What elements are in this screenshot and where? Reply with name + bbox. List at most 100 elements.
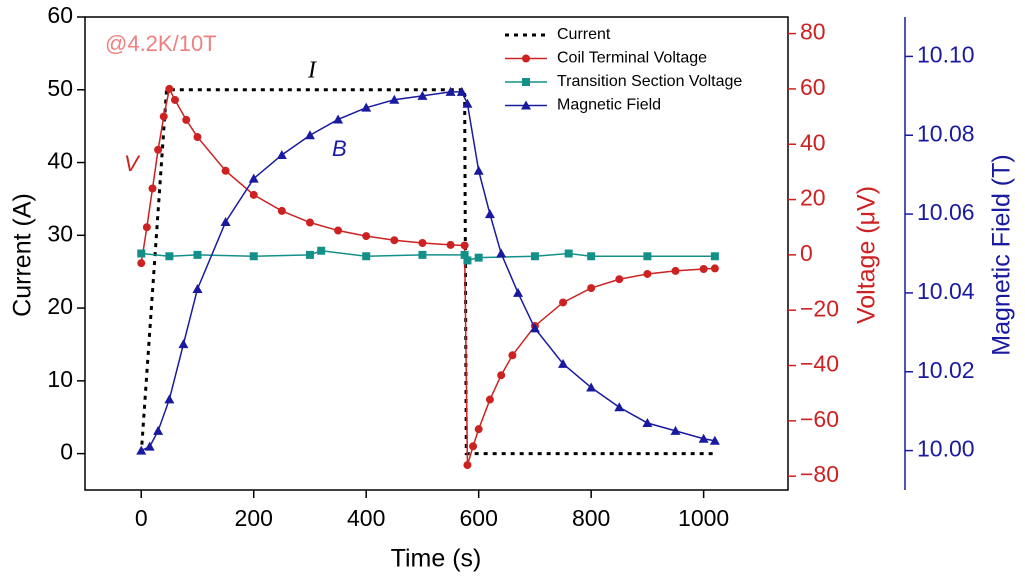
point <box>463 256 472 265</box>
series-line <box>141 249 715 262</box>
y3-tick-label: 10.02 <box>917 357 975 383</box>
point <box>193 250 202 259</box>
x-tick-label: 800 <box>572 505 610 531</box>
y2-tick-label: −40 <box>800 351 839 377</box>
point <box>165 84 174 93</box>
point <box>642 417 653 427</box>
series-line <box>140 91 716 452</box>
annotation: V <box>124 151 141 176</box>
annotation: @4.2K/10T <box>105 31 217 56</box>
point <box>671 266 680 275</box>
point <box>469 442 478 451</box>
y3-tick-label: 10.04 <box>917 278 975 304</box>
point <box>445 86 456 96</box>
point <box>137 249 146 258</box>
point <box>164 394 175 404</box>
y2-tick-label: −60 <box>800 406 839 432</box>
point <box>474 425 483 434</box>
point <box>249 190 258 199</box>
y-axis-title: Current (A) <box>9 193 37 317</box>
point <box>586 382 597 392</box>
y3-axis-title: Magnetic Field (T) <box>988 154 1016 355</box>
point <box>709 435 720 445</box>
point <box>418 250 427 259</box>
y-tick-label: 0 <box>60 439 73 465</box>
x-tick-label: 0 <box>135 505 148 531</box>
point <box>615 275 624 284</box>
legend-marker <box>521 100 531 110</box>
point <box>159 112 168 121</box>
y3-tick-label: 10.10 <box>917 41 975 67</box>
y-tick-label: 20 <box>47 293 73 319</box>
y2-tick-label: 0 <box>800 240 813 266</box>
point <box>334 226 343 235</box>
point <box>699 264 708 273</box>
point <box>142 223 151 232</box>
point <box>220 216 231 226</box>
legend-label: Current <box>557 26 611 43</box>
y-tick-label: 60 <box>47 2 73 28</box>
point <box>710 264 719 273</box>
point <box>276 149 287 159</box>
point <box>389 94 400 104</box>
point <box>277 206 286 215</box>
y-tick-label: 10 <box>47 366 73 392</box>
legend-label: Coil Terminal Voltage <box>557 50 707 67</box>
legend-label: Magnetic Field <box>557 97 661 114</box>
y2-tick-label: 20 <box>800 185 826 211</box>
point <box>462 98 473 108</box>
point <box>137 259 146 268</box>
y-tick-label: 40 <box>47 148 73 174</box>
point <box>643 269 652 278</box>
point <box>559 298 568 307</box>
y-tick-label: 30 <box>47 220 73 246</box>
point <box>513 287 524 297</box>
point <box>587 252 596 261</box>
y3-tick-label: 10.08 <box>917 120 975 146</box>
point <box>508 351 517 360</box>
point <box>484 209 495 219</box>
point <box>305 250 314 259</box>
x-tick-label: 400 <box>347 505 385 531</box>
point <box>587 284 596 293</box>
point <box>485 395 494 404</box>
point <box>710 252 719 261</box>
plot-frame <box>84 16 789 491</box>
point <box>496 248 507 258</box>
annotation: B <box>332 136 347 161</box>
y3-tick-label: 10.00 <box>917 436 975 462</box>
point <box>558 358 569 368</box>
point <box>361 102 372 112</box>
point <box>530 252 539 261</box>
point <box>473 165 484 175</box>
y2-tick-label: 80 <box>800 19 826 45</box>
point <box>192 283 203 293</box>
point <box>698 433 709 443</box>
legend-marker <box>522 54 530 63</box>
x-tick-label: 600 <box>459 505 497 531</box>
x-axis-title: Time (s) <box>391 545 482 573</box>
point <box>153 425 164 435</box>
legend-marker <box>522 78 530 86</box>
point <box>564 249 573 258</box>
point <box>305 218 314 227</box>
point <box>148 184 157 193</box>
point <box>165 252 174 261</box>
point <box>529 323 540 333</box>
point <box>474 253 483 262</box>
point <box>643 252 652 261</box>
point <box>178 339 189 349</box>
point <box>460 241 469 250</box>
point <box>497 371 506 380</box>
point <box>170 95 179 104</box>
point <box>456 86 467 96</box>
series-line <box>140 86 715 466</box>
point <box>317 246 326 255</box>
point <box>460 250 469 259</box>
point <box>154 145 163 154</box>
point <box>670 425 681 435</box>
point <box>446 240 455 249</box>
point <box>418 238 427 247</box>
